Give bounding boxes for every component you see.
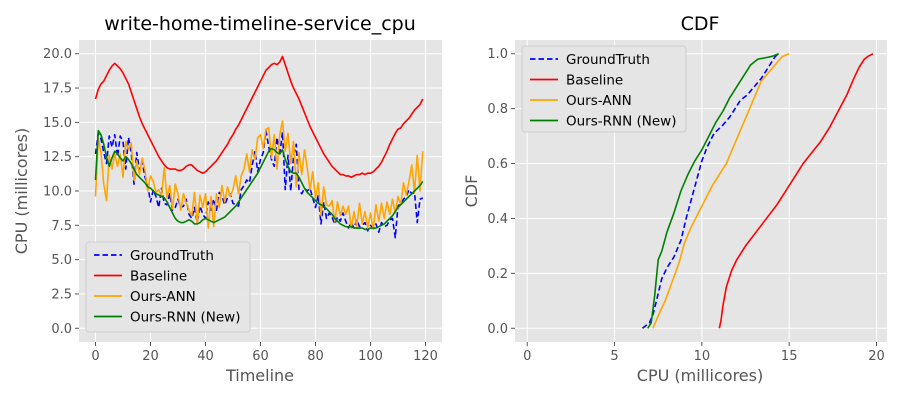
timeline-x-tick-label: 40 (197, 349, 214, 364)
timeline-legend-label-baseline: Baseline (130, 269, 187, 285)
timeline-y-tick-label: 10.0 (43, 185, 72, 200)
timeline-y-tick-label: 5.0 (51, 253, 72, 268)
timeline-y-tick-label: 20.0 (43, 47, 72, 62)
timeline-series (94, 55, 424, 239)
cdf-series (641, 52, 874, 329)
cdf-x-tick-label: 20 (868, 349, 885, 364)
timeline-legend-box (85, 241, 251, 333)
cdf-series-ours-rnn-new (647, 52, 780, 329)
cdf-x-tick-label: 5 (610, 349, 618, 364)
timeline-series-ours-rnn-new (94, 129, 424, 231)
timeline-chart: 0 20 40 60 80 100 120 0.0 2.5 5.0 7.5 10.0 12.5 15.0 1… (12, 13, 442, 385)
timeline-legend-label-ours-ann: Ours-ANN (130, 289, 196, 305)
cdf-ticks: 0 5 10 15 20 0.0 0.2 0.4 0.6 0.8 1.0 (487, 47, 884, 364)
timeline-y-tick-label: 0.0 (51, 322, 72, 337)
timeline-x-tick-label: 20 (142, 349, 159, 364)
cdf-series-groundtruth (641, 53, 780, 329)
timeline-x-tick-label: 0 (91, 349, 99, 364)
cdf-y-tick-label: 0.4 (487, 212, 508, 227)
timeline-x-tick-label: 80 (307, 349, 324, 364)
timeline-chart-title: write-home-timeline-service_cpu (104, 13, 416, 35)
cdf-x-tick-label: 10 (694, 349, 711, 364)
cdf-legend-label-ours-ann: Ours-ANN (566, 93, 632, 109)
timeline-x-tick-label: 120 (413, 349, 438, 364)
timeline-series-ours-ann (94, 120, 424, 231)
timeline-legend: GroundTruth Baseline Ours-ANN Ours-RNN (New… (85, 241, 251, 333)
cdf-series-ours-ann (652, 52, 790, 329)
cdf-x-tick-label: 15 (781, 349, 798, 364)
timeline-y-axis-label: CPU (millicores) (12, 128, 31, 254)
timeline-y-tick-label: 7.5 (51, 219, 72, 234)
cdf-y-tick-label: 0.0 (487, 322, 508, 337)
cdf-series-baseline (718, 53, 874, 329)
timeline-legend-label-groundtruth: GroundTruth (130, 248, 214, 264)
cdf-y-tick-label: 1.0 (487, 47, 508, 62)
timeline-y-tick-label: 15.0 (43, 116, 72, 131)
cdf-y-axis-label: CDF (462, 175, 481, 208)
cdf-legend: GroundTruth Baseline Ours-ANN Ours-RNN (New… (521, 45, 687, 133)
cdf-y-tick-label: 0.6 (487, 157, 508, 172)
cdf-chart-title: CDF (681, 13, 720, 35)
cdf-legend-label-baseline: Baseline (566, 73, 623, 89)
cdf-x-axis-label: CPU (millicores) (637, 366, 763, 385)
timeline-series-baseline (94, 55, 424, 179)
cdf-legend-box (521, 45, 687, 133)
cdf-x-tick-label: 0 (523, 349, 531, 364)
cdf-y-tick-label: 0.8 (487, 102, 508, 117)
timeline-y-tick-label: 17.5 (43, 82, 72, 97)
timeline-x-axis-label: Timeline (225, 366, 294, 385)
timeline-x-tick-label: 100 (358, 349, 383, 364)
cdf-y-tick-label: 0.2 (487, 267, 508, 282)
timeline-y-tick-label: 12.5 (43, 150, 72, 165)
timeline-y-tick-label: 2.5 (51, 287, 72, 302)
timeline-ticks: 0 20 40 60 80 100 120 0.0 2.5 5.0 7.5 10.0 12.5 15.0 1… (43, 47, 438, 364)
timeline-legend-label-ours-rnn-new: Ours-RNN (New) (130, 310, 241, 326)
cdf-legend-label-groundtruth: GroundTruth (566, 52, 650, 68)
cdf-chart: 0 5 10 15 20 0.0 0.2 0.4 0.6 0.8 1.0 CDF CPU (mill… (462, 13, 887, 385)
cdf-legend-label-ours-rnn-new: Ours-RNN (New) (566, 114, 677, 130)
timeline-x-tick-label: 60 (252, 349, 269, 364)
